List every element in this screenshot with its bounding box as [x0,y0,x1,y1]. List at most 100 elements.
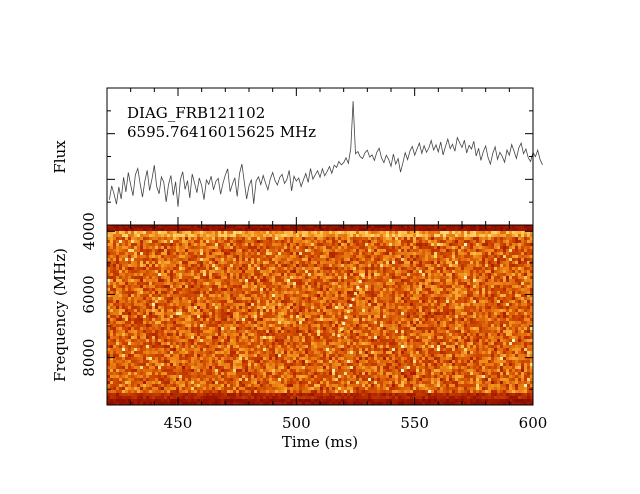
heatmap-cell [479,312,483,316]
heatmap-cell [464,279,468,283]
heatmap-cell [482,249,486,253]
heatmap-cell [509,234,513,238]
heatmap-cell [239,297,243,301]
heatmap-cell [524,315,528,319]
heatmap-cell [509,267,513,271]
heatmap-cell [176,303,180,307]
heatmap-cell [515,294,519,298]
heatmap-cell [494,261,498,265]
heatmap-cell [350,228,354,232]
heatmap-cell [179,309,183,313]
heatmap-cell [308,327,312,331]
heatmap-cell [434,306,438,310]
heatmap-cell [341,258,345,262]
heatmap-cell [377,297,381,301]
heatmap-cell [320,231,324,235]
heatmap-cell [263,312,267,316]
heatmap-cell [458,243,462,247]
heatmap-cell [134,243,138,247]
heatmap-cell [110,258,114,262]
heatmap-cell [245,276,249,280]
heatmap-cell [125,234,129,238]
heatmap-cell [344,318,348,322]
heatmap-cell [134,234,138,238]
heatmap-cell [332,237,336,241]
heatmap-cell [326,270,330,274]
heatmap-cell [395,258,399,262]
heatmap-cell [392,255,396,259]
heatmap-cell [266,321,270,325]
heatmap-cell [503,240,507,244]
heatmap-cell [233,324,237,328]
heatmap-cell [170,267,174,271]
heatmap-cell [458,303,462,307]
heatmap-cell [509,321,513,325]
heatmap-cell [437,270,441,274]
heatmap-cell [305,225,309,229]
heatmap-cell [473,294,477,298]
heatmap-cell [380,231,384,235]
heatmap-cell [170,321,174,325]
heatmap-cell [161,291,165,295]
heatmap-cell [329,255,333,259]
heatmap-cell [401,285,405,289]
heatmap-cell [401,306,405,310]
heatmap-cell [401,297,405,301]
heatmap-cell [161,249,165,253]
heatmap-cell [338,255,342,259]
heatmap-cell [473,288,477,292]
heatmap-cell [362,255,366,259]
heatmap-cell [233,270,237,274]
heatmap-cell [125,246,129,250]
heatmap-cell [170,279,174,283]
heatmap-cell [233,261,237,265]
heatmap-cell [248,279,252,283]
heatmap-cell [335,312,339,316]
heatmap-cell [464,246,468,250]
heatmap-cell [503,303,507,307]
heatmap-cell [521,279,525,283]
heatmap-cell [302,309,306,313]
heatmap-cell [482,273,486,277]
heatmap-cell [239,273,243,277]
heatmap-cell [401,243,405,247]
heatmap-cell [272,243,276,247]
heatmap-cell [326,276,330,280]
heatmap-cell [386,264,390,268]
heatmap-cell [491,309,495,313]
heatmap-cell [344,267,348,271]
heatmap-cell [470,309,474,313]
heatmap-cell [404,285,408,289]
heatmap-cell [149,318,153,322]
heatmap-cell [395,303,399,307]
heatmap-cell [284,258,288,262]
heatmap-cell [455,237,459,241]
heatmap-cell [227,300,231,304]
flux-axis-ticks [106,88,534,225]
heatmap-cell [350,282,354,286]
heatmap-cell [440,312,444,316]
heatmap-cell [230,267,234,271]
heatmap-cell [269,249,273,253]
heatmap-cell [419,255,423,259]
heatmap-cell [260,321,264,325]
heatmap-cell [320,321,324,325]
heatmap-cell [305,321,309,325]
heatmap-cell [302,258,306,262]
heatmap-cell [122,249,126,253]
heatmap-cell [107,249,111,253]
heatmap-cell [305,324,309,328]
heatmap-cell [404,294,408,298]
heatmap-cell [428,318,432,322]
heatmap-cell [179,225,183,229]
heatmap-cell [488,228,492,232]
heatmap-cell [305,267,309,271]
heatmap-cell [476,297,480,301]
heatmap-cell [167,255,171,259]
heatmap-cell [323,282,327,286]
heatmap-cell [245,237,249,241]
heatmap-cell [119,237,123,241]
heatmap-cell [485,237,489,241]
heatmap-cell [290,228,294,232]
heatmap-cell [233,318,237,322]
